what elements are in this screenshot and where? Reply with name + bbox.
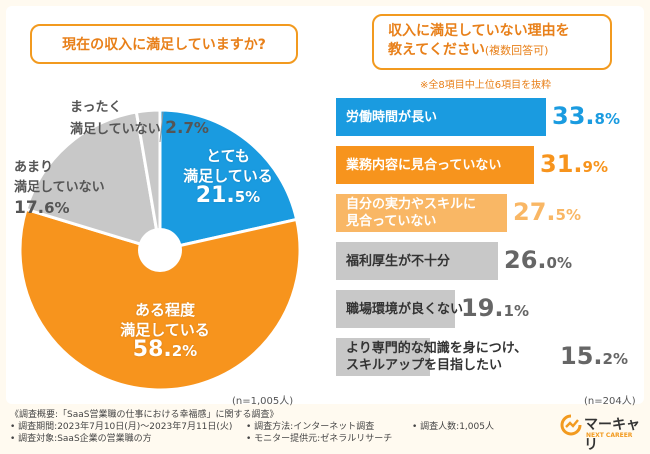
pie-label-line: あまり (14, 160, 54, 175)
pie-sample-size: (n=1,005人) (232, 396, 294, 407)
pie-question-box: 現在の収入に満足していますか? (30, 24, 298, 64)
bar-value-6: 15.2% (560, 342, 628, 370)
bar-question-line1: 収入に満足していない理由を (388, 23, 570, 39)
footer-method: • 調査方法:インターネット調査 (246, 422, 375, 432)
pie-label-line: 満足している (183, 167, 273, 185)
pie-leader-line (159, 111, 164, 143)
pie-label-not-very-satisfied: あまり満足していない 17.6% (14, 158, 144, 218)
pie-pct: 2.7% (165, 118, 209, 138)
footer-period: • 調査期間:2023年7月10日(月)〜2023年7月11日(火) (10, 422, 233, 432)
bar-1: 労働時間が長い (336, 98, 546, 136)
pie-label-line: 満足していない 2.7% (70, 118, 209, 138)
pie-pct: 17.6% (14, 198, 70, 218)
bar-6: より専門的な知識を身につけ、 スキルアップを目指したい (336, 338, 527, 376)
pie-center-hole (138, 228, 182, 272)
bar-sample-size: (n=204人) (584, 396, 636, 407)
pie-pct: 21.5% (195, 183, 261, 208)
pie-slice-not-very-satisfied (24, 110, 162, 253)
footer-title: 《調査概要:「SaaS営業職の仕事における幸福感」に関する調査》 (10, 410, 279, 420)
bar-5: 職場環境が良くない (336, 290, 463, 328)
bar-question-box: 収入に満足していない理由を 教えてください(複数回答可) (372, 14, 612, 70)
bar-value-5: 19.1% (461, 294, 529, 322)
bar-question-line2: 教えてください (388, 42, 485, 58)
bar-label: 職場環境が良くない (346, 301, 464, 317)
bar-label: より専門的な知識を身につけ、 スキルアップを目指したい (346, 341, 528, 373)
brand-logo: マーキャリ NEXT CAREER (560, 410, 640, 453)
bar-label: 福利厚生が不十分 (346, 253, 451, 269)
bar-4: 福利厚生が不十分 (336, 242, 498, 280)
pie-label-somewhat-satisfied: ある程度満足している 58.2% (90, 300, 240, 361)
pie-pct: 58.2% (132, 337, 198, 362)
bar-value-4: 26.0% (504, 246, 572, 274)
bar-note: ※全8項目中上位6項目を抜粋 (420, 80, 552, 91)
bar-question-note: (複数回答可) (484, 44, 549, 57)
footer-count: • 調査人数:1,005人 (412, 422, 494, 432)
pie-label-line: まったく (70, 100, 122, 115)
bar-label: 労働時間が長い (346, 109, 438, 125)
bar-label: 自分の実力やスキルに 見合っていない (346, 197, 477, 229)
footer-target: • 調査対象:SaaS企業の営業職の方 (10, 434, 152, 444)
bar-3: 自分の実力やスキルに 見合っていない (336, 194, 507, 232)
footer-monitor: • モニター提供元:ゼネラルリサーチ (246, 434, 393, 444)
pie-label-line: とても (206, 147, 250, 165)
pie-label-line: 満足していない (14, 180, 105, 195)
pie-slice-not-at-all-satisfied (134, 108, 162, 251)
pie-label-line: ある程度 (134, 301, 195, 319)
pie-chart (18, 108, 302, 390)
pie-slice-somewhat-satisfied (18, 207, 302, 390)
bar-value-3: 27.5% (513, 198, 581, 226)
pie-question-text: 現在の収入に満足していますか? (62, 37, 266, 53)
pie-label-not-at-all-satisfied: まったく満足していない 2.7% (70, 98, 260, 140)
logo-sub: NEXT CAREER (586, 432, 633, 439)
pie-label-line: 満足している (120, 321, 210, 339)
logo-name: マーキャリ (584, 417, 640, 453)
bar-value-2: 31.9% (540, 150, 608, 178)
bar-label: 業務内容に見合っていない (346, 157, 502, 173)
logo-mark-icon (560, 414, 582, 436)
pie-slice-very-satisfied (158, 108, 299, 252)
bar-2: 業務内容に見合っていない (336, 146, 534, 184)
bar-value-1: 33.8% (552, 102, 620, 130)
pie-label-very-satisfied: とても満足している 21.5% (168, 146, 288, 207)
